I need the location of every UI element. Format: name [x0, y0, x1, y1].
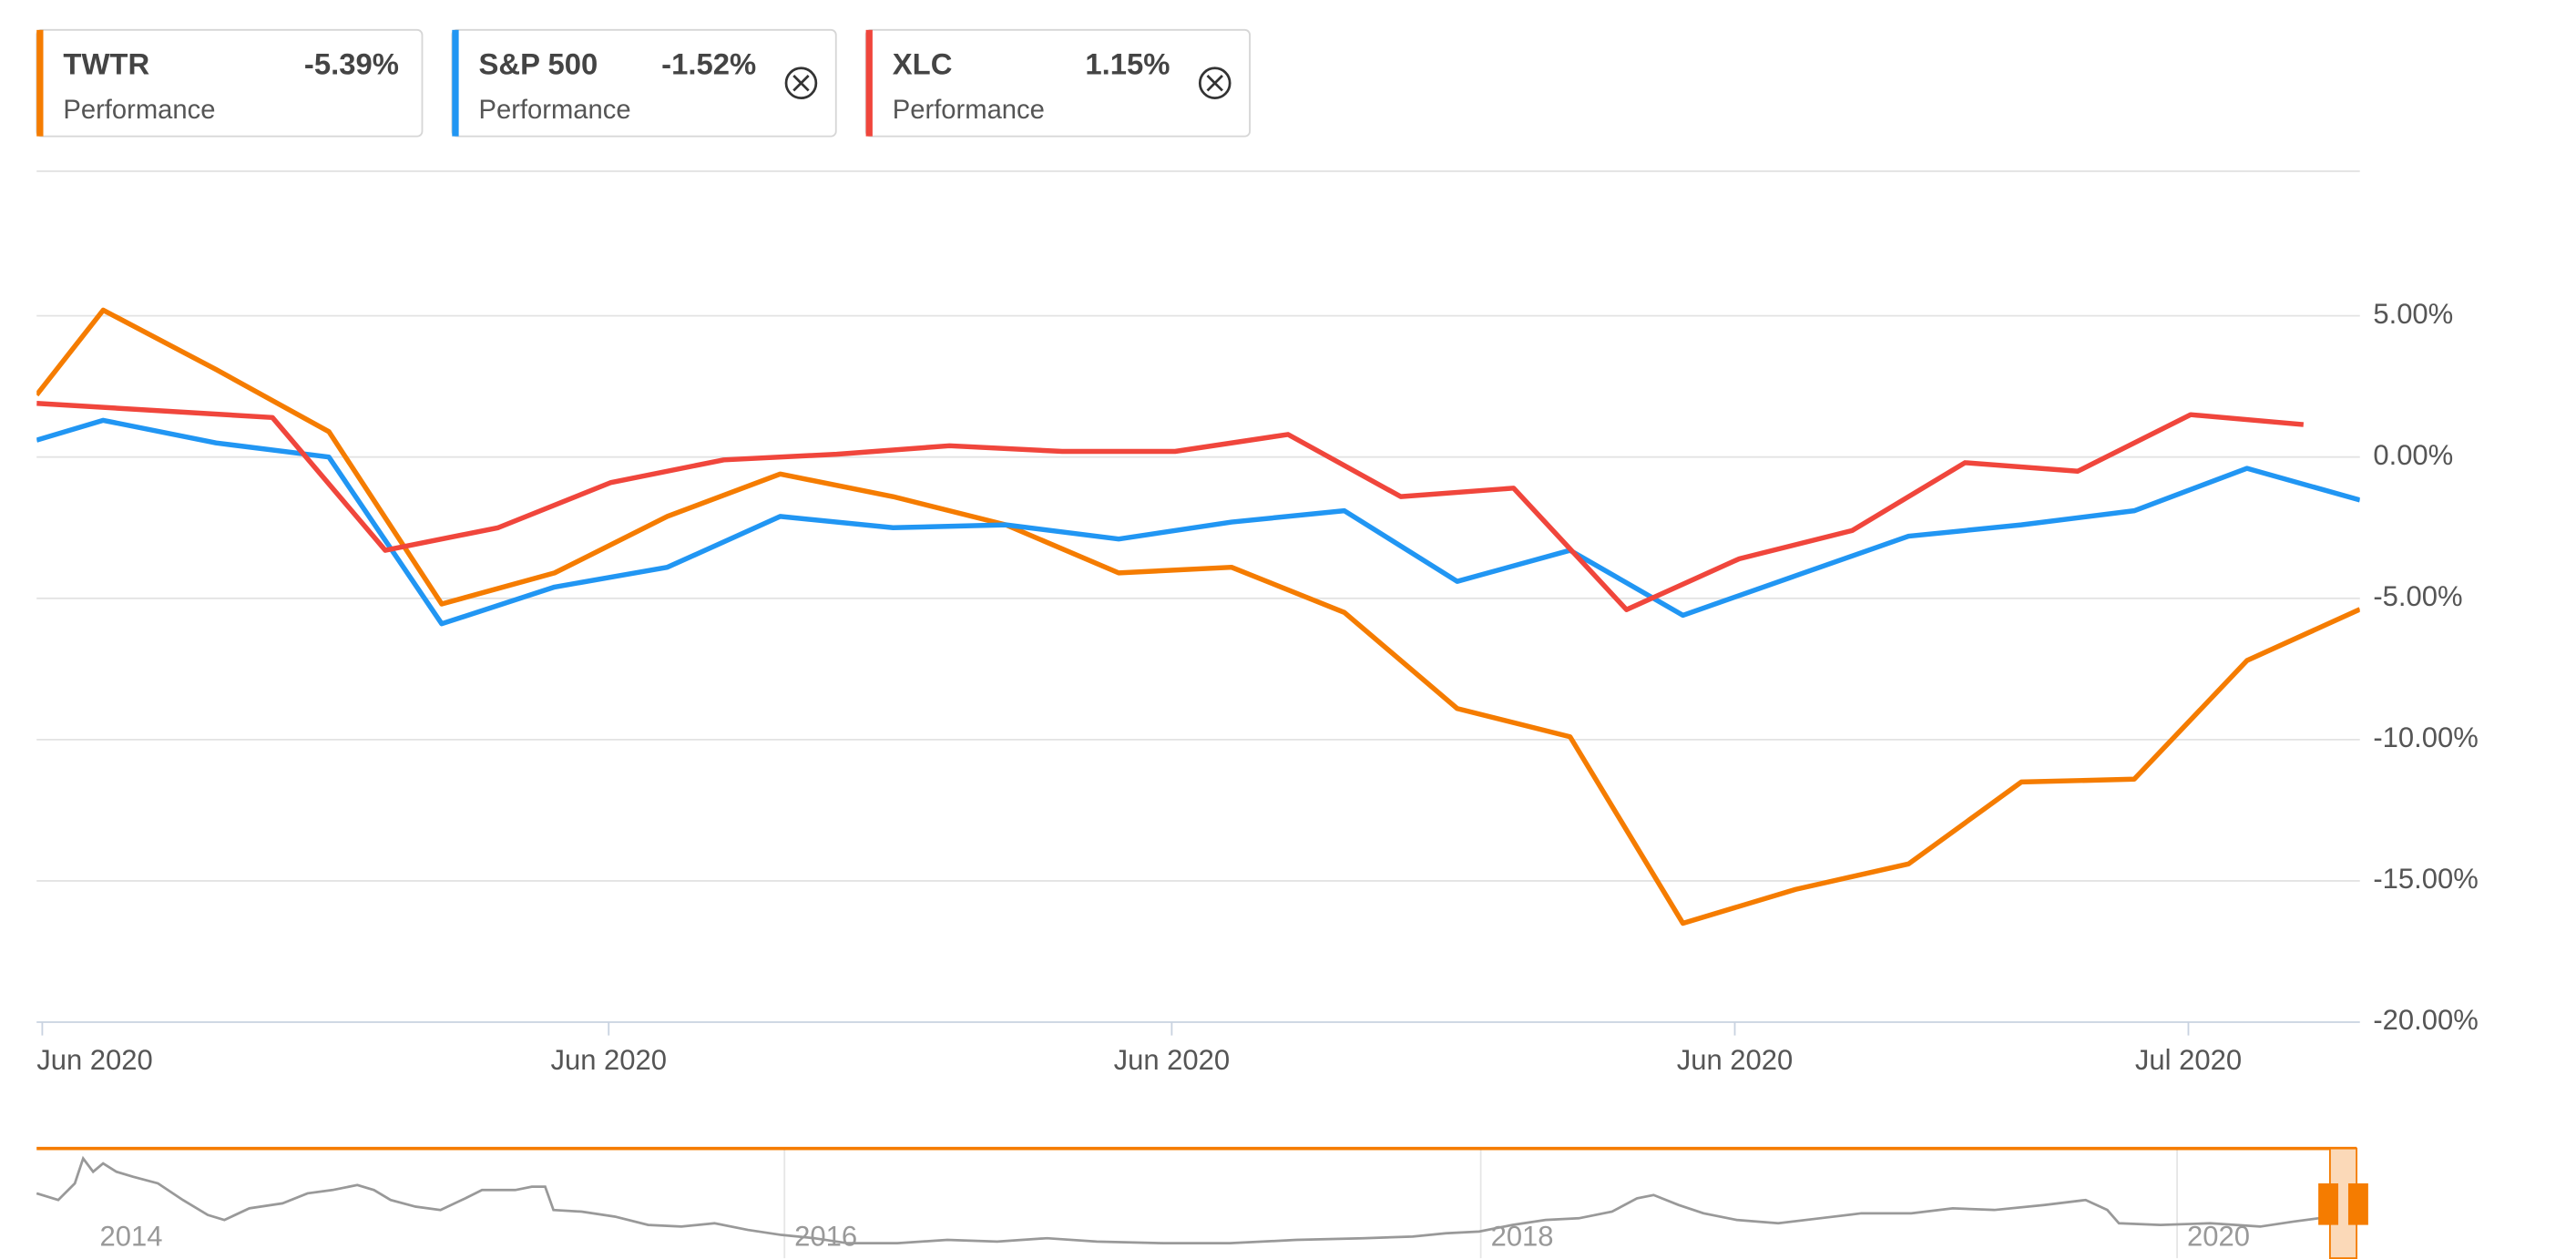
x-tick-label: Jun 2020 [36, 1044, 153, 1076]
series-line [36, 417, 2360, 627]
legend-close[interactable] [784, 67, 818, 100]
navigator-handle[interactable] [2318, 1182, 2339, 1225]
legend-subtitle: Performance [63, 96, 215, 125]
y-tick-label: 0.00% [2373, 439, 2453, 471]
series-line [36, 401, 2305, 612]
legend-swatch [36, 29, 44, 137]
legend: TWTR -5.39% Performance S&P 500 -1.52% Perfor… [36, 28, 1251, 138]
series-line [36, 307, 2360, 926]
legend-name: TWTR [63, 47, 149, 81]
legend-value: 1.15% [1085, 47, 1170, 81]
navigator-label: 2016 [794, 1220, 857, 1252]
y-tick-label: -5.00% [2373, 580, 2462, 612]
x-tick-label: Jul 2020 [2135, 1044, 2242, 1076]
legend-value: -5.39% [304, 47, 399, 81]
navigator: 2014 2016 2018 2020 [36, 1146, 2368, 1259]
y-tick-label: -10.00% [2373, 722, 2478, 753]
close-x [1206, 75, 1223, 92]
navigator-handle[interactable] [2347, 1182, 2368, 1225]
legend-swatch [452, 29, 459, 137]
y-tick-label: -20.00% [2373, 1004, 2478, 1036]
y-tick-label: -15.00% [2373, 863, 2478, 895]
legend-swatch [865, 29, 873, 137]
close-circle [1198, 67, 1232, 100]
close-x [792, 75, 810, 92]
close-circle [784, 67, 818, 100]
lines [36, 307, 2360, 926]
navigator-label: 2020 [2187, 1220, 2250, 1252]
legend-name: XLC [893, 47, 953, 81]
x-tick-label: Jun 2020 [550, 1044, 667, 1076]
x-tick-label: Jun 2020 [1114, 1044, 1231, 1076]
legend-close[interactable] [1198, 67, 1232, 100]
navigator-bg [36, 1148, 2357, 1259]
legend-name: S&P 500 [479, 47, 598, 81]
navigator-label: 2018 [1491, 1220, 1554, 1252]
navigator-line [36, 1155, 2336, 1245]
y-tick-label: 5.00% [2373, 298, 2453, 330]
legend-subtitle: Performance [893, 96, 1045, 125]
legend-value: -1.52% [661, 47, 756, 81]
legend-item[interactable]: S&P 500 -1.52% Performance [451, 28, 837, 138]
legend-item[interactable]: XLC 1.15% Performance [864, 28, 1251, 138]
legend-item[interactable]: TWTR -5.39% Performance [36, 28, 424, 138]
x-tick-label: Jun 2020 [1677, 1044, 1794, 1076]
x-axis: Jun 2020 Jun 2020 Jun 2020 Jun 2020 Jul 2020 [36, 1022, 2242, 1076]
grid: 5.00% 0.00% -5.00% -10.00% -15.00% -20.00% [36, 298, 2479, 1036]
legend-subtitle: Performance [479, 96, 631, 125]
navigator-label: 2014 [100, 1220, 163, 1252]
